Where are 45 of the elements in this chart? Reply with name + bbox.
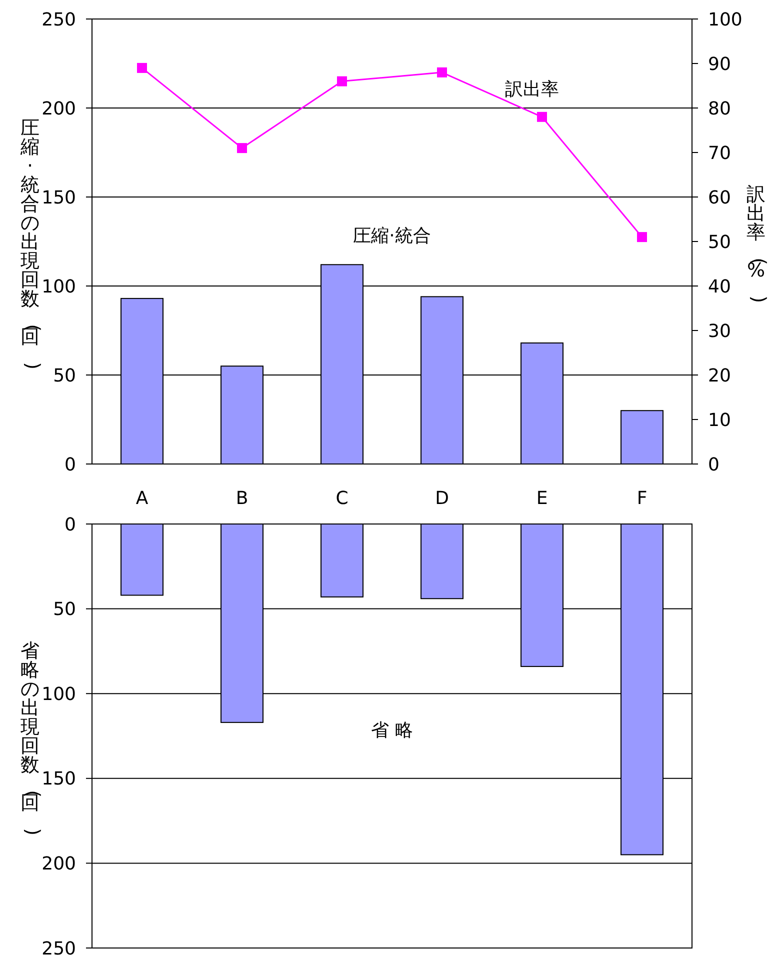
y2-axis-title: 訳出率(%) — [746, 184, 770, 304]
y-tick-label: 0 — [64, 514, 76, 536]
y-tick-label: 50 — [53, 365, 76, 386]
y2-tick-label: 100 — [708, 9, 742, 30]
y-tick-label: 50 — [53, 599, 76, 620]
point — [237, 143, 247, 154]
point — [337, 76, 347, 86]
x-tick-label: B — [236, 488, 248, 509]
point — [637, 232, 647, 242]
x-tick-label: C — [336, 488, 348, 509]
point — [437, 67, 447, 78]
series-label: 訳出率 — [505, 78, 559, 100]
y-tick-label: 150 — [42, 768, 76, 790]
text: 圧縮·統合の出現回数(回) — [20, 117, 44, 370]
y-tick-label: 150 — [42, 187, 76, 208]
bar — [420, 524, 464, 600]
text: 省 略 — [371, 720, 413, 741]
y-tick-label: 250 — [42, 9, 76, 30]
x-tick-label: A — [136, 488, 149, 509]
y-tick-label: 100 — [42, 684, 76, 705]
point — [537, 112, 547, 122]
bar — [120, 524, 164, 596]
y-tick-label: 250 — [42, 938, 76, 960]
y2-tick-label: 80 — [708, 98, 731, 120]
bar — [320, 524, 364, 598]
series-label: 圧縮·統合 — [353, 226, 431, 246]
y-tick-label: 200 — [42, 854, 76, 874]
x-tick-label: E — [536, 488, 548, 509]
y-tick-label: 200 — [42, 98, 76, 120]
y2-tick-label: 10 — [708, 410, 731, 431]
y2-tick-label: 70 — [708, 142, 731, 164]
y-tick-label: 100 — [42, 276, 76, 298]
y2-tick-label: 30 — [708, 320, 731, 342]
y-tick-label: 0 — [64, 454, 76, 476]
y2-tick-label: 90 — [708, 54, 731, 75]
y2-tick-label: 20 — [708, 365, 731, 386]
x-tick-label: F — [636, 488, 648, 509]
point — [137, 62, 147, 73]
x-tick-label: D — [435, 488, 449, 509]
y2-tick-label: 40 — [708, 276, 731, 298]
bar — [620, 410, 664, 464]
text: 省略の出現回数(回) — [20, 640, 44, 836]
y2-tick-label: 0 — [708, 454, 720, 476]
y2-tick-label: 50 — [708, 232, 731, 253]
y2-tick-label: 60 — [708, 187, 731, 208]
